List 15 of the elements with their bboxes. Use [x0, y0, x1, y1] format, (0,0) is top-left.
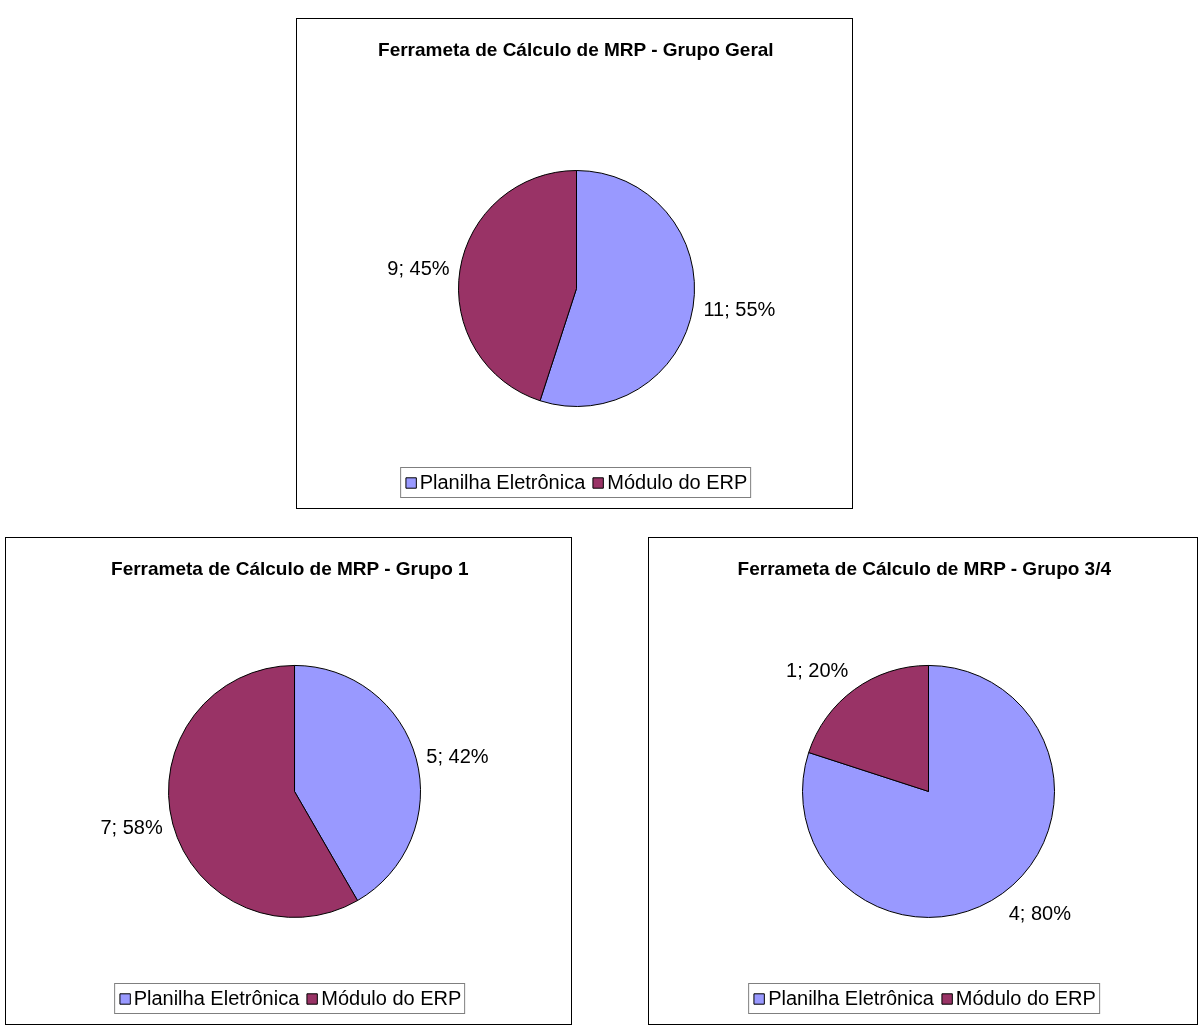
- legend-label: Planilha Eletrônica: [419, 471, 586, 494]
- data-label: 5; 42%: [426, 745, 489, 768]
- legend-label: Módulo do ERP: [955, 987, 1096, 1010]
- chart-title: Ferrameta de Cálculo de MRP - Grupo 1: [111, 557, 470, 579]
- data-label: 11; 55%: [703, 297, 776, 320]
- chart-title: Ferrameta de Cálculo de MRP - Grupo 3/4: [737, 557, 1112, 579]
- data-label: 7; 58%: [100, 815, 163, 838]
- chart-title: Ferrameta de Cálculo de MRP - Grupo Geral: [378, 38, 774, 60]
- legend-label: Planilha Eletrônica: [768, 987, 934, 1010]
- legend-label: Planilha Eletrônica: [133, 987, 300, 1010]
- data-label: 1; 20%: [786, 658, 849, 681]
- data-label: 9; 45%: [387, 257, 450, 280]
- legend-label: Módulo do ERP: [321, 987, 462, 1010]
- data-label: 4; 80%: [1008, 901, 1072, 924]
- legend-label: Módulo do ERP: [607, 471, 748, 494]
